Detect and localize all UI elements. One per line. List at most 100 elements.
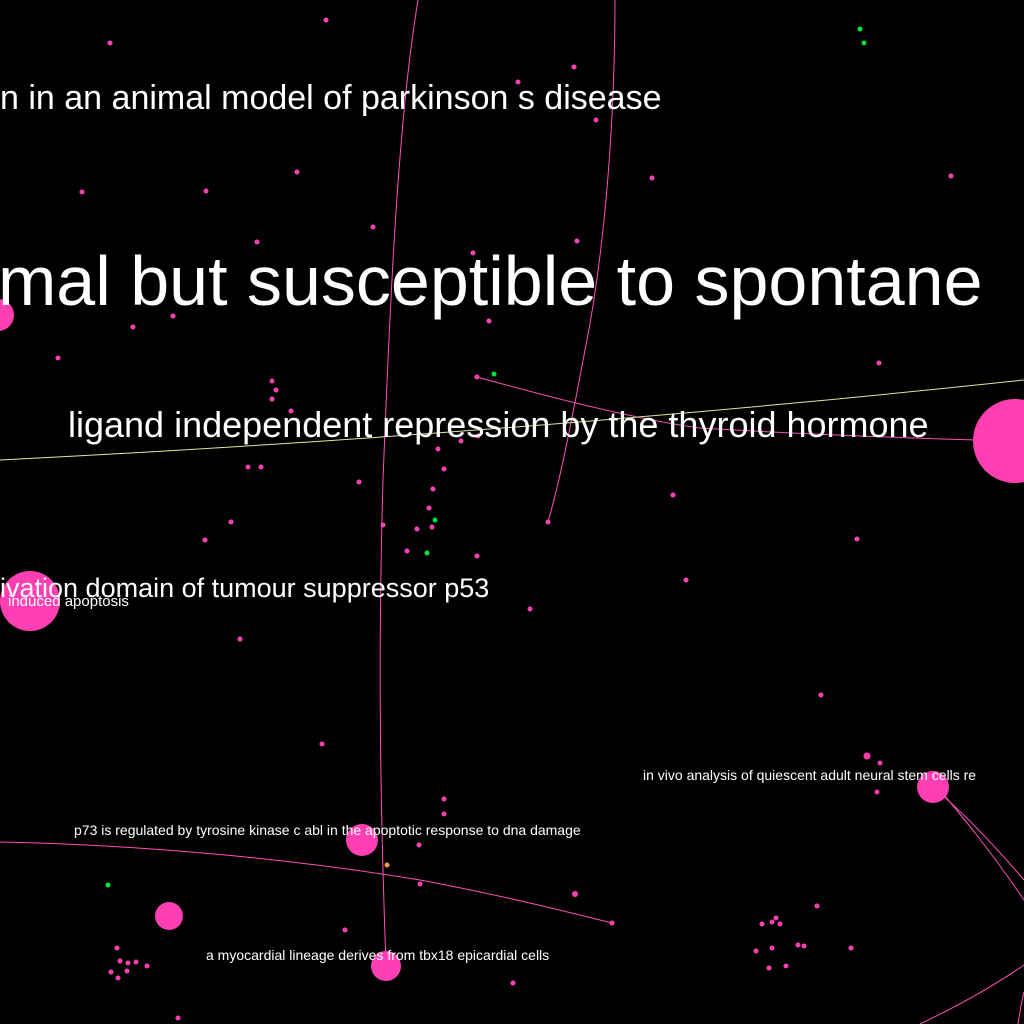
node-small[interactable] — [769, 945, 775, 951]
node-label-myocardial[interactable]: a myocardial lineage derives from tbx18 … — [206, 947, 549, 963]
node-small[interactable] — [273, 387, 279, 393]
node-small[interactable] — [609, 920, 615, 926]
node-small[interactable] — [269, 396, 275, 402]
node-small[interactable] — [863, 752, 871, 760]
node-small[interactable] — [269, 378, 275, 384]
node-small[interactable] — [769, 919, 775, 925]
node-small[interactable] — [474, 553, 480, 559]
node-small[interactable] — [861, 40, 867, 46]
node-small[interactable] — [55, 355, 61, 361]
node-small[interactable] — [766, 965, 772, 971]
node-small[interactable] — [670, 492, 676, 498]
node-small[interactable] — [356, 479, 362, 485]
node-small[interactable] — [877, 760, 883, 766]
node-small[interactable] — [814, 903, 820, 909]
node-small[interactable] — [108, 969, 114, 975]
node-small[interactable] — [133, 959, 139, 965]
node-small[interactable] — [404, 548, 410, 554]
node-small[interactable] — [854, 536, 860, 542]
node-small[interactable] — [574, 238, 580, 244]
node-small[interactable] — [294, 169, 300, 175]
node-small[interactable] — [228, 519, 234, 525]
node-small[interactable] — [777, 921, 783, 927]
node-medium[interactable] — [346, 824, 378, 856]
node-small[interactable] — [254, 239, 260, 245]
node-small[interactable] — [458, 438, 464, 444]
node-small[interactable] — [441, 796, 447, 802]
node-small[interactable] — [759, 921, 765, 927]
node-small[interactable] — [801, 943, 807, 949]
node-small[interactable] — [593, 117, 599, 123]
node-medium[interactable] — [917, 771, 949, 803]
node-small[interactable] — [105, 882, 111, 888]
node-large[interactable] — [0, 299, 14, 331]
node-small[interactable] — [258, 464, 264, 470]
node-small[interactable] — [319, 741, 325, 747]
node-small[interactable] — [948, 173, 954, 179]
node-small[interactable] — [876, 360, 882, 366]
node-small[interactable] — [130, 324, 136, 330]
node-small[interactable] — [380, 522, 386, 528]
node-label-spontaneous[interactable]: mal but susceptible to spontane — [0, 242, 983, 320]
node-small[interactable] — [79, 189, 85, 195]
node-label-p73[interactable]: p73 is regulated by tyrosine kinase c ab… — [74, 822, 581, 838]
node-small[interactable] — [370, 224, 376, 230]
node-small[interactable] — [470, 250, 476, 256]
node-small[interactable] — [124, 968, 130, 974]
node-small[interactable] — [202, 537, 208, 543]
node-small[interactable] — [107, 40, 113, 46]
node-small[interactable] — [144, 963, 150, 969]
node-small[interactable] — [572, 891, 578, 897]
node-label-p53[interactable]: ivation domain of tumour suppressor p53 — [0, 573, 489, 603]
node-small[interactable] — [474, 374, 480, 380]
node-small[interactable] — [288, 408, 294, 414]
node-small[interactable] — [783, 963, 789, 969]
node-small[interactable] — [424, 550, 430, 556]
node-small[interactable] — [874, 789, 880, 795]
node-small[interactable] — [432, 517, 438, 523]
node-small[interactable] — [416, 842, 422, 848]
node-large[interactable] — [973, 399, 1024, 483]
node-small[interactable] — [773, 915, 779, 921]
node-label-parkinson[interactable]: n in an animal model of parkinson s dise… — [0, 79, 662, 117]
node-small[interactable] — [515, 79, 521, 85]
node-small[interactable] — [441, 811, 447, 817]
node-label-stem-cells[interactable]: in vivo analysis of quiescent adult neur… — [643, 767, 976, 783]
node-small[interactable] — [527, 606, 533, 612]
node-small[interactable] — [475, 433, 481, 439]
node-small[interactable] — [649, 175, 655, 181]
node-small[interactable] — [245, 464, 251, 470]
node-small[interactable] — [114, 945, 120, 951]
node-small[interactable] — [435, 446, 441, 452]
node-small[interactable] — [170, 313, 176, 319]
node-small[interactable] — [125, 960, 131, 966]
node-small[interactable] — [683, 577, 689, 583]
node-small[interactable] — [384, 862, 390, 868]
node-small[interactable] — [510, 980, 516, 986]
node-small[interactable] — [342, 927, 348, 933]
node-small[interactable] — [545, 519, 551, 525]
node-small[interactable] — [426, 505, 432, 511]
node-small[interactable] — [117, 958, 123, 964]
node-small[interactable] — [441, 466, 447, 472]
node-large[interactable] — [0, 571, 60, 631]
node-small[interactable] — [203, 188, 209, 194]
node-medium[interactable] — [371, 951, 401, 981]
node-small[interactable] — [115, 975, 121, 981]
node-small[interactable] — [237, 636, 243, 642]
node-small[interactable] — [486, 318, 492, 324]
node-small[interactable] — [857, 26, 863, 32]
node-small[interactable] — [491, 371, 497, 377]
node-label-thyroid[interactable]: ligand independent repression by the thy… — [68, 404, 929, 445]
node-small[interactable] — [753, 948, 759, 954]
node-small[interactable] — [323, 17, 329, 23]
node-small[interactable] — [417, 881, 423, 887]
node-small[interactable] — [848, 945, 854, 951]
node-small[interactable] — [414, 526, 420, 532]
node-small[interactable] — [795, 942, 801, 948]
node-small[interactable] — [430, 486, 436, 492]
node-label-apoptosis[interactable]: induced apoptosis — [8, 593, 129, 610]
node-medium[interactable] — [155, 902, 183, 930]
